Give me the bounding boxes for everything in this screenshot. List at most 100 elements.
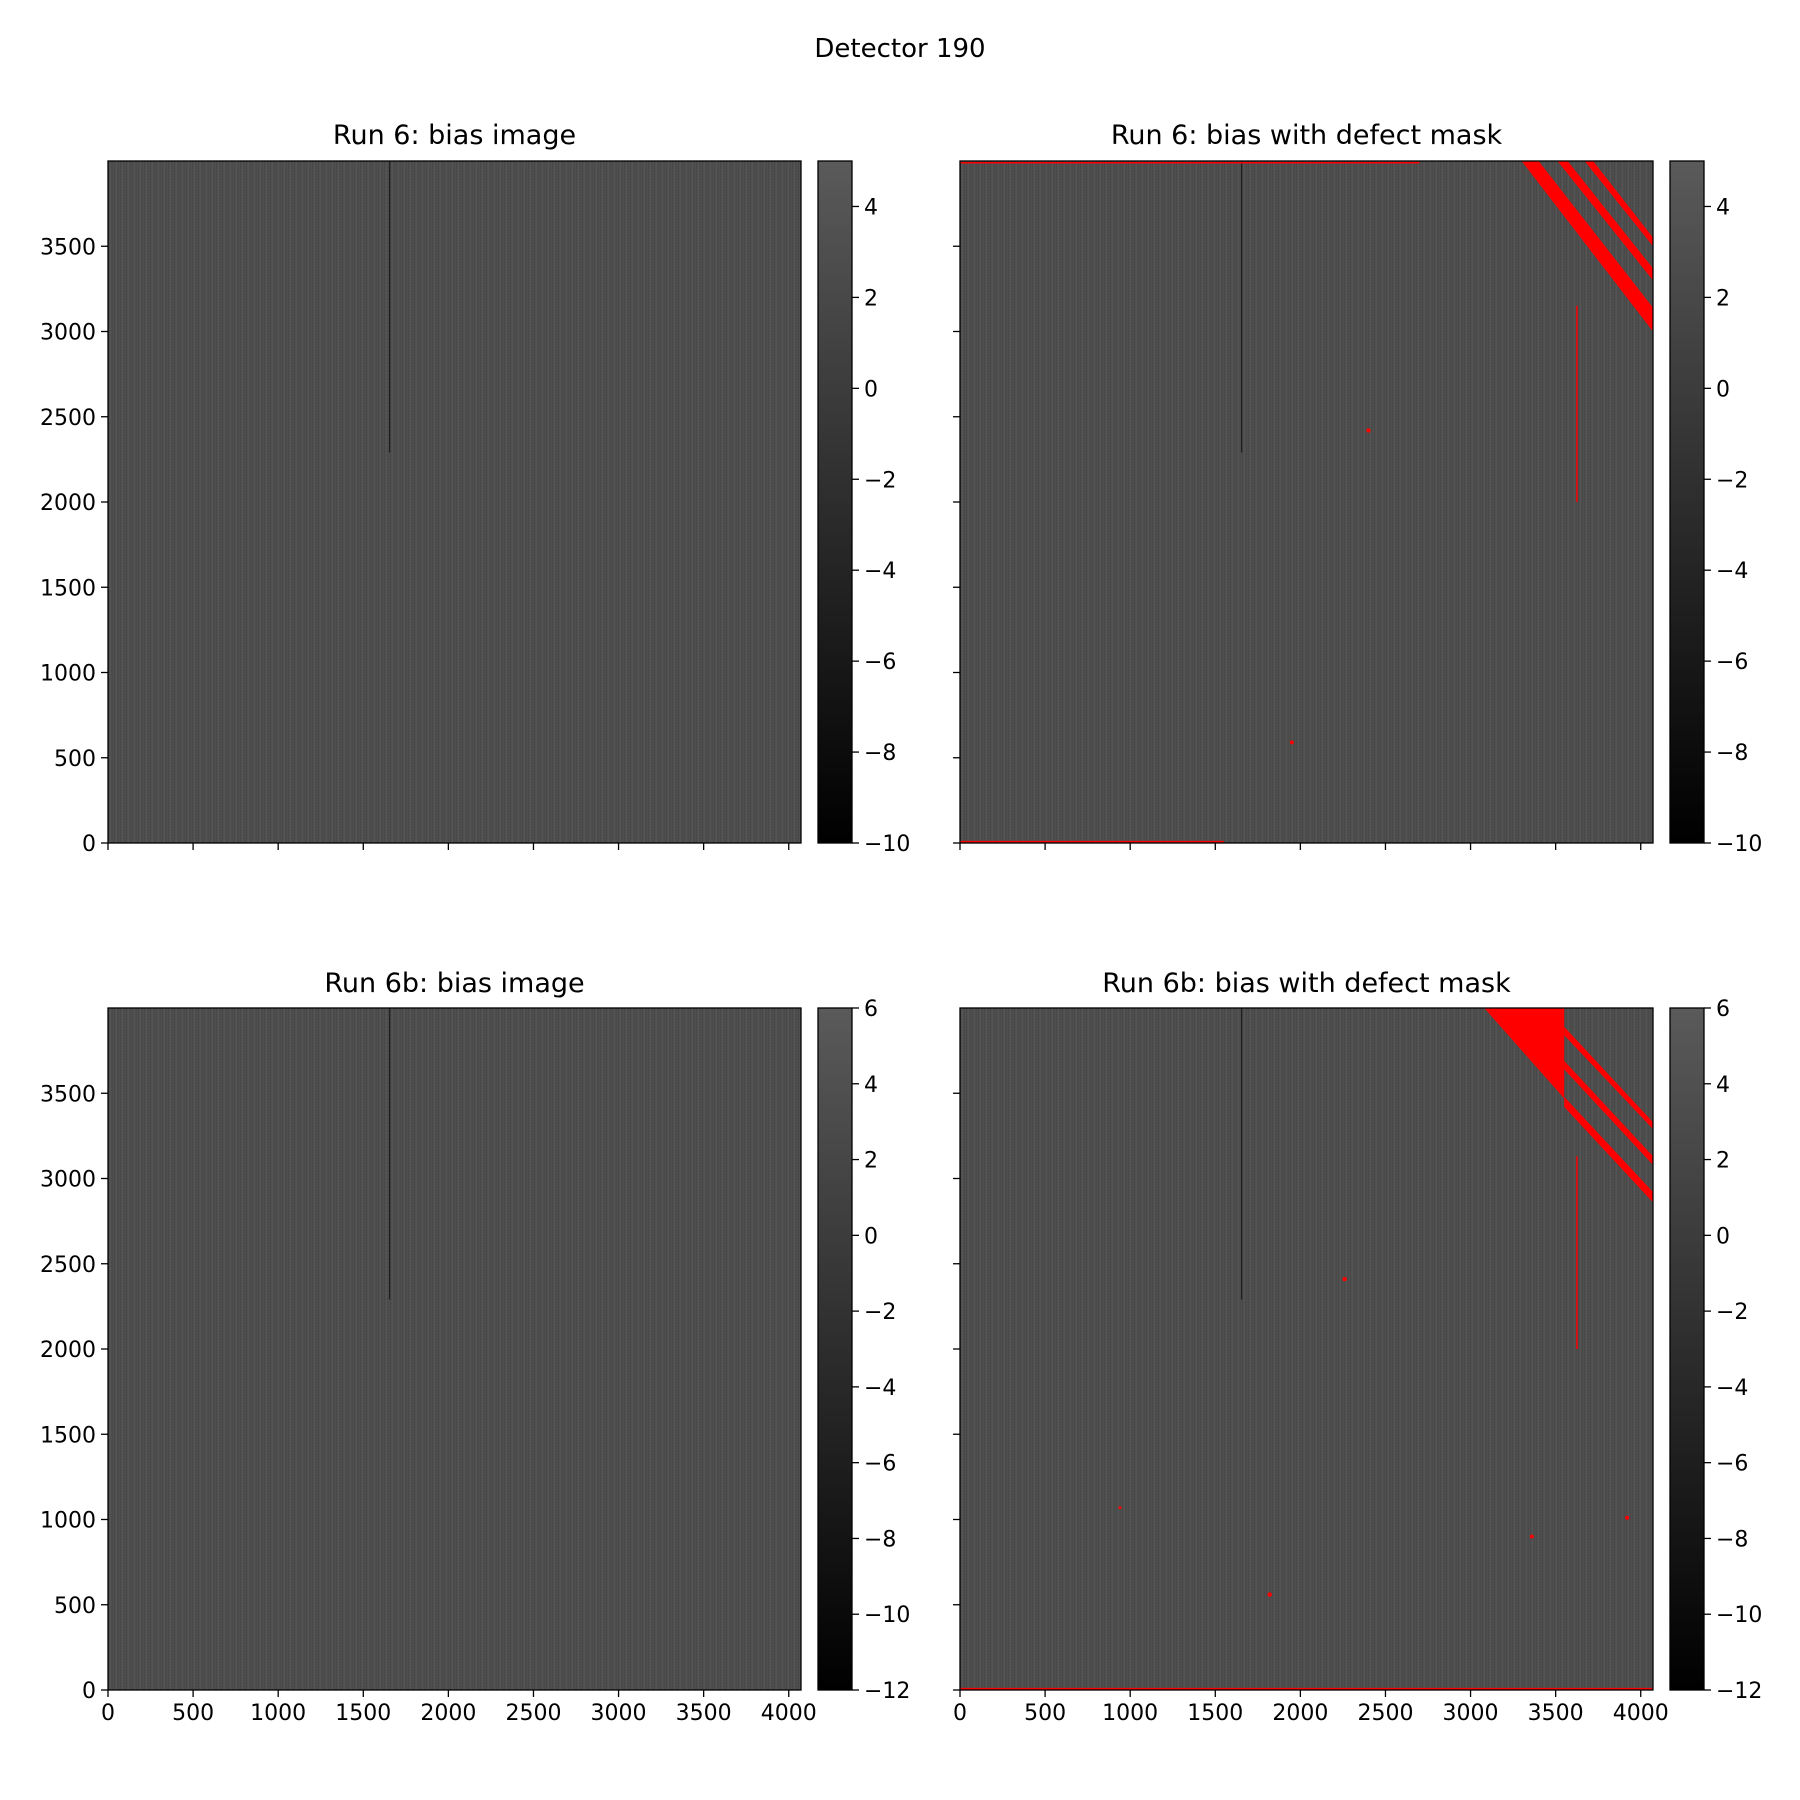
panel-title: Run 6: bias image bbox=[333, 120, 576, 151]
x-axis: 0 500 1000 1500 2000 2500 3000 3500 4000 bbox=[101, 1690, 817, 1726]
y-tick-label: 1500 bbox=[40, 1423, 96, 1448]
y-axis: 0 500 1000 1500 2000 2500 3000 3500 bbox=[40, 1082, 108, 1704]
y-axis: 0 500 1000 1500 2000 2500 3000 3500 bbox=[40, 235, 108, 857]
x-axis bbox=[107, 843, 790, 850]
colorbar-tick-label: 6 bbox=[864, 997, 878, 1022]
y-axis bbox=[953, 1092, 960, 1691]
defect-mask-region bbox=[1584, 161, 1653, 247]
colorbar-tick-label: −2 bbox=[864, 468, 896, 493]
defect-mask-spot bbox=[1529, 1534, 1534, 1539]
colorbar-tick-label: −4 bbox=[864, 559, 896, 584]
panel-run6-bias-image: Run 6: bias image 0 500 1000 1500 2000 2500 30… bbox=[40, 120, 910, 857]
colorbar-tick-label: 2 bbox=[1716, 1149, 1730, 1174]
defect-mask-spot bbox=[1118, 1506, 1122, 1510]
x-axis bbox=[959, 843, 1642, 850]
panel-run6b-bias-with-defect-mask: Run 6b: bias with defect mask 0 500 1000 15… bbox=[953, 968, 1762, 1726]
panel-title: Run 6: bias with defect mask bbox=[1111, 120, 1503, 151]
colorbar-tick-label: −2 bbox=[1716, 468, 1748, 493]
panel-title: Run 6b: bias with defect mask bbox=[1102, 968, 1511, 999]
x-tick-label: 2000 bbox=[1272, 1701, 1328, 1726]
colorbar-gradient bbox=[817, 1007, 853, 1691]
colorbar-gradient bbox=[817, 160, 853, 844]
y-tick-label: 3000 bbox=[40, 321, 96, 346]
y-tick-label: 500 bbox=[54, 1594, 96, 1619]
x-tick-label: 2500 bbox=[1357, 1701, 1413, 1726]
colorbar-tick-label: −4 bbox=[1716, 1376, 1748, 1401]
colorbar-tick-label: −8 bbox=[864, 1527, 896, 1552]
colorbar-tick-label: −10 bbox=[1716, 832, 1762, 857]
image-area bbox=[960, 1008, 1653, 1690]
y-tick-label: 0 bbox=[82, 832, 96, 857]
x-tick-label: 0 bbox=[101, 1701, 115, 1726]
colorbar-tick-label: 2 bbox=[1716, 286, 1730, 311]
mask-overlay bbox=[960, 1008, 1653, 1690]
y-tick-label: 1000 bbox=[40, 1509, 96, 1534]
x-tick-label: 2000 bbox=[420, 1701, 476, 1726]
colorbar-tick-label: −10 bbox=[864, 832, 910, 857]
x-tick-label: 3500 bbox=[676, 1701, 732, 1726]
bias-image-pixels bbox=[960, 1008, 1653, 1690]
colorbar-tick-label: −12 bbox=[864, 1679, 910, 1704]
defect-mask-region bbox=[1484, 1008, 1565, 1099]
x-tick-label: 4000 bbox=[1613, 1701, 1669, 1726]
x-tick-label: 0 bbox=[953, 1701, 967, 1726]
colorbar-tick-label: 0 bbox=[864, 1224, 878, 1249]
x-tick-label: 1500 bbox=[335, 1701, 391, 1726]
colorbar-tick-label: 0 bbox=[1716, 1224, 1730, 1249]
colorbar-gradient bbox=[1669, 160, 1705, 844]
image-area bbox=[960, 161, 1653, 843]
x-tick-label: 2500 bbox=[505, 1701, 561, 1726]
x-tick-label: 500 bbox=[1024, 1701, 1066, 1726]
defect-mask-spot bbox=[1625, 1515, 1630, 1520]
colorbar-tick-label: −6 bbox=[864, 1452, 896, 1477]
image-area bbox=[108, 161, 801, 843]
colorbar-tick-label: 0 bbox=[1716, 377, 1730, 402]
defect-mask-region bbox=[1521, 161, 1653, 332]
x-tick-label: 500 bbox=[172, 1701, 214, 1726]
x-tick-label: 4000 bbox=[761, 1701, 817, 1726]
colorbar-tick-label: −8 bbox=[1716, 1527, 1748, 1552]
bias-image-pixels bbox=[960, 161, 1653, 843]
colorbar: 6 4 2 0 −2 −4 −6 −8 −10 −12 bbox=[817, 997, 910, 1704]
defect-mask-spot bbox=[1289, 740, 1294, 745]
mask-overlay bbox=[960, 161, 1653, 843]
colorbar-tick-label: −8 bbox=[1716, 741, 1748, 766]
defect-mask-spot bbox=[1267, 1592, 1272, 1597]
image-area bbox=[108, 1008, 801, 1690]
colorbar-tick-label: 6 bbox=[1716, 997, 1730, 1022]
defect-mask-region bbox=[1557, 161, 1653, 281]
colorbar-tick-label: 4 bbox=[864, 1073, 878, 1098]
panel-run6b-bias-image: Run 6b: bias image 0 500 1000 1500 2000 2500 3… bbox=[40, 968, 910, 1726]
colorbar-tick-label: 4 bbox=[1716, 1073, 1730, 1098]
x-axis: 0 500 1000 1500 2000 2500 3000 3500 4000 bbox=[953, 1690, 1669, 1726]
colorbar-tick-label: 4 bbox=[1716, 195, 1730, 220]
bias-image-pixels bbox=[108, 1008, 801, 1690]
defect-mask-region bbox=[1564, 1096, 1653, 1203]
colorbar-tick-label: −4 bbox=[1716, 559, 1748, 584]
y-axis bbox=[953, 245, 960, 844]
defect-mask-spot bbox=[1342, 1276, 1347, 1282]
colorbar-tick-label: −12 bbox=[1716, 1679, 1762, 1704]
y-tick-label: 3000 bbox=[40, 1168, 96, 1193]
colorbar: 4 2 0 −2 −4 −6 −8 −10 bbox=[817, 160, 910, 857]
y-tick-label: 2500 bbox=[40, 1253, 96, 1278]
y-tick-label: 0 bbox=[82, 1679, 96, 1704]
x-tick-label: 1000 bbox=[250, 1701, 306, 1726]
colorbar-tick-label: −10 bbox=[864, 1603, 910, 1628]
colorbar-tick-label: 2 bbox=[864, 286, 878, 311]
colorbar-tick-label: 4 bbox=[864, 195, 878, 220]
panel-title: Run 6b: bias image bbox=[324, 968, 584, 999]
colorbar-gradient bbox=[1669, 1007, 1705, 1691]
y-tick-label: 2000 bbox=[40, 1338, 96, 1363]
colorbar-tick-label: −10 bbox=[1716, 1603, 1762, 1628]
y-tick-label: 1500 bbox=[40, 576, 96, 601]
colorbar-tick-label: −6 bbox=[1716, 650, 1748, 675]
colorbar: 4 2 0 −2 −4 −6 −8 −10 bbox=[1669, 160, 1762, 857]
colorbar-tick-label: −2 bbox=[1716, 1300, 1748, 1325]
y-tick-label: 3500 bbox=[40, 235, 96, 260]
x-tick-label: 1000 bbox=[1102, 1701, 1158, 1726]
colorbar-tick-label: −4 bbox=[864, 1376, 896, 1401]
colorbar-tick-label: −2 bbox=[864, 1300, 896, 1325]
colorbar-tick-label: −6 bbox=[1716, 1452, 1748, 1477]
